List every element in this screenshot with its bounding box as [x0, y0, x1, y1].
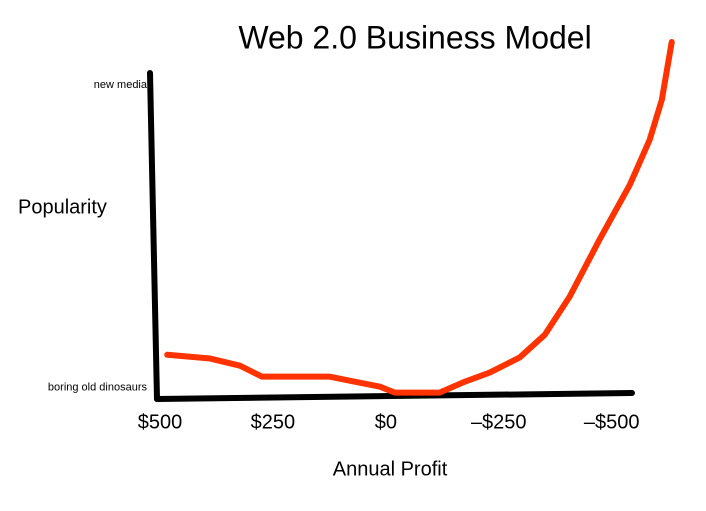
line-series — [164, 39, 675, 396]
y-axis-line — [147, 70, 160, 402]
chart-title: Web 2.0 Business Model — [238, 19, 591, 55]
x-tick-label: $0 — [375, 411, 397, 433]
x-tick-label: $500 — [138, 411, 183, 433]
x-tick-label: –$500 — [584, 411, 640, 433]
y-axis-title: Popularity — [18, 196, 107, 218]
x-axis-title: Annual Profit — [333, 458, 448, 480]
x-axis-line — [154, 390, 635, 402]
x-tick-label: $250 — [251, 411, 296, 433]
y-tick-label: new media — [94, 79, 148, 91]
y-tick-label: boring old dinosaurs — [48, 382, 148, 394]
x-tick-label: –$250 — [471, 411, 527, 433]
